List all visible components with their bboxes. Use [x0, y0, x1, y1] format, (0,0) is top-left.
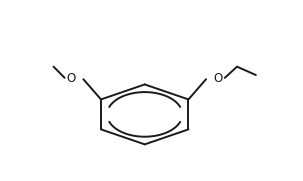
- Text: O: O: [214, 72, 223, 85]
- Text: O: O: [67, 72, 76, 85]
